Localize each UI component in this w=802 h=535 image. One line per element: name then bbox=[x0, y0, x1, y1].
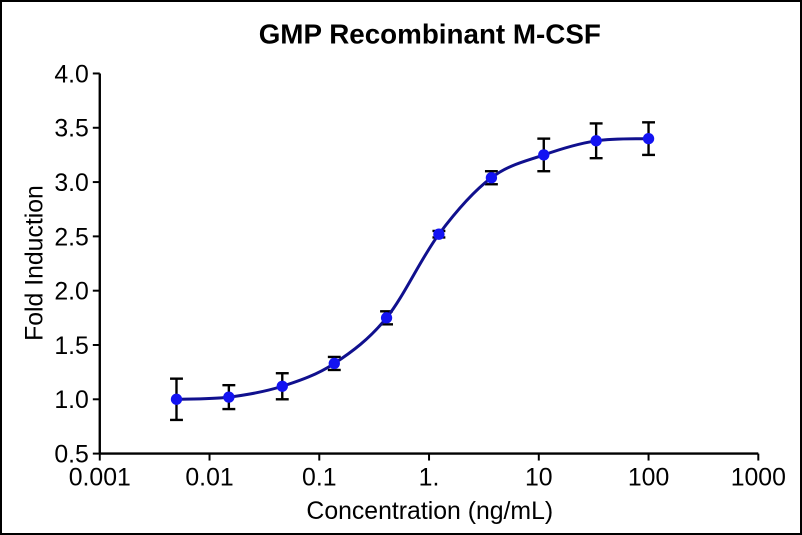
data-point-marker bbox=[328, 357, 340, 370]
data-point-marker bbox=[642, 132, 655, 145]
data-point-marker bbox=[223, 391, 235, 403]
y-tick-label: 0.5 bbox=[54, 442, 88, 469]
data-point-marker bbox=[538, 149, 550, 161]
data-point-marker bbox=[170, 393, 183, 405]
dose-response-curve bbox=[174, 137, 651, 401]
y-tick-label: 2.0 bbox=[54, 279, 88, 306]
y-tick-label: 3.5 bbox=[54, 116, 88, 143]
data-points bbox=[170, 132, 655, 405]
x-axis-title: Concentration (ng/mL) bbox=[306, 498, 553, 525]
y-axis-title: Fold Induction bbox=[22, 185, 49, 341]
data-point-marker bbox=[485, 172, 498, 184]
x-tick-label: 0.001 bbox=[69, 464, 131, 491]
x-tick-label: 0.01 bbox=[185, 464, 233, 491]
fitted-curve bbox=[174, 137, 651, 401]
data-point-marker bbox=[380, 312, 393, 324]
y-tick-label: 1.0 bbox=[54, 387, 88, 414]
error-bars bbox=[170, 121, 656, 422]
y-tick-label: 2.5 bbox=[54, 224, 88, 251]
y-tick-label: 4.0 bbox=[54, 61, 88, 88]
y-tick-label: 1.5 bbox=[54, 333, 88, 360]
data-point-marker bbox=[433, 228, 445, 240]
x-tick-label: 10 bbox=[525, 464, 553, 491]
chart-title: GMP Recombinant M-CSF bbox=[259, 19, 601, 50]
y-tick-label: 3.0 bbox=[54, 170, 88, 197]
x-tick-label: 1. bbox=[419, 464, 440, 491]
x-tick-label: 100 bbox=[628, 464, 669, 491]
x-tick-label: 1000 bbox=[731, 464, 786, 491]
axes: 0.001 0.01 0.1 1. 10 100 1000 0.5 1.0 1.5 2.0 2.5 3.… bbox=[54, 61, 786, 491]
data-point-marker bbox=[590, 135, 602, 147]
data-point-marker bbox=[276, 380, 288, 392]
x-tick-label: 0.1 bbox=[302, 464, 336, 491]
